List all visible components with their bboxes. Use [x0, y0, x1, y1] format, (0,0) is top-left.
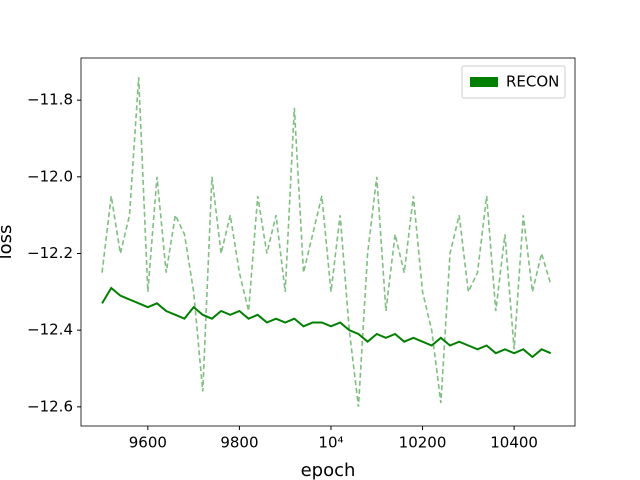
line-series: [101, 286, 552, 359]
y-tick-label: −12.4: [27, 321, 73, 339]
x-tick-label: 10400: [490, 434, 538, 452]
line-series: [101, 77, 552, 407]
legend-swatch: [470, 77, 498, 87]
y-tick-label: −12.0: [27, 167, 73, 185]
y-tick-label: −11.8: [27, 91, 73, 109]
y-axis-label: loss: [0, 225, 16, 260]
x-tick-label: 9600: [129, 434, 167, 452]
plot-area: [81, 58, 575, 426]
legend-label: RECON: [506, 73, 559, 91]
x-tick-label: 9800: [220, 434, 258, 452]
x-tick-label: 10⁴: [318, 434, 343, 452]
x-tick-label: 10200: [399, 434, 447, 452]
legend-box: [461, 65, 566, 99]
x-axis-label: epoch: [301, 460, 356, 480]
plot-frame: [80, 57, 576, 427]
y-tick-label: −12.6: [27, 397, 73, 415]
y-tick-label: −12.2: [27, 244, 73, 262]
